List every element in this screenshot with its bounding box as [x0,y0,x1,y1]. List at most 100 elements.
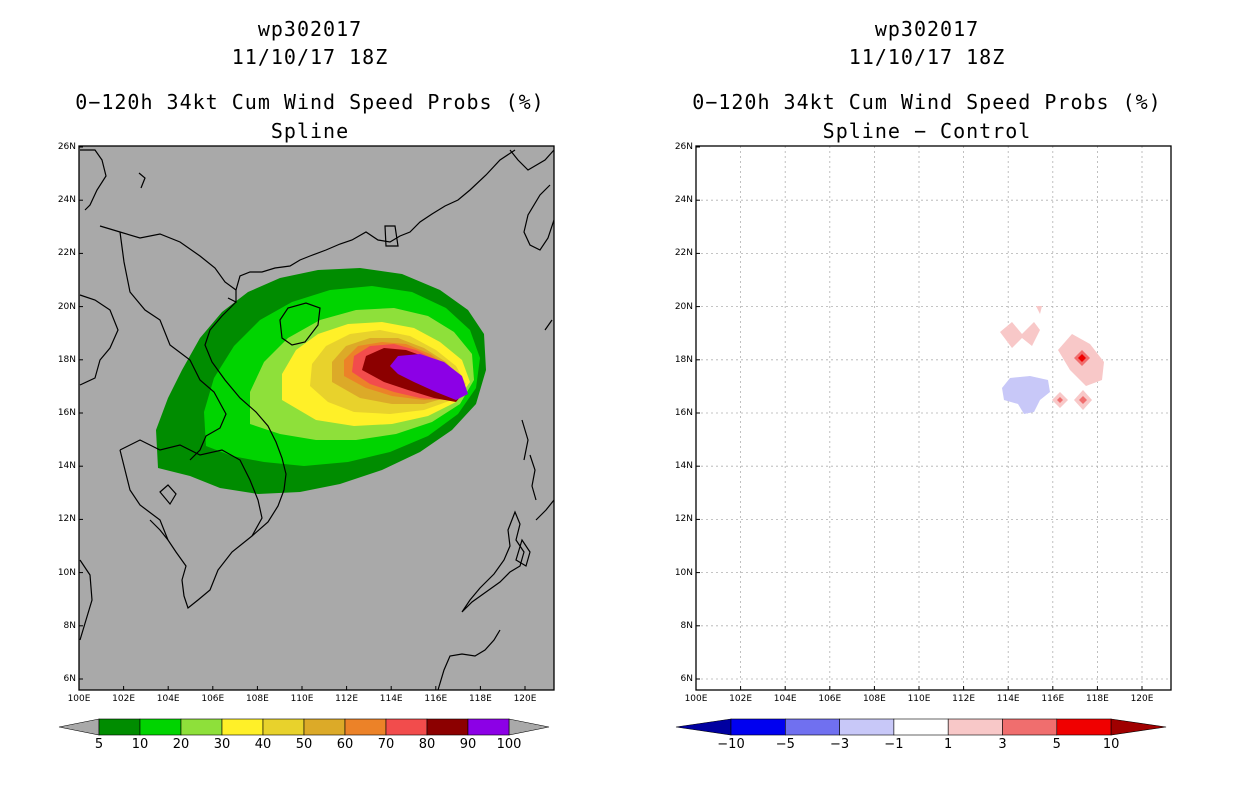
left-lon-label: 120E [513,694,537,704]
right-lat-label: 8N [680,620,693,631]
colorbar-box [262,718,305,736]
left-colorbar-label: 30 [213,737,231,752]
left-colorbar-label: 60 [336,737,354,752]
colorbar-box [893,718,949,736]
left-datetime: 11/10/17 18Z [231,45,389,69]
colorbar-box [385,718,428,736]
right-difference-field [1000,306,1104,414]
right-lon-label: 106E [818,694,842,704]
right-datetime: 11/10/17 18Z [848,45,1006,69]
left-lat-label: 20N [57,301,76,312]
left-storm-id: wp302017 [257,17,363,41]
right-lon-label: 116E [1041,694,1065,704]
right-colorbar-label: 10 [1102,737,1120,752]
left-colorbar-label: 90 [459,737,477,752]
left-map-frame [78,145,555,691]
right-colorbar [675,718,1167,736]
colorbar-box [730,718,786,736]
left-lon-label: 102E [112,694,136,704]
right-chart-title: 0−120h 34kt Cum Wind Speed Probs (%) [692,90,1162,114]
left-lon-label: 112E [335,694,359,704]
left-chart-title: 0−120h 34kt Cum Wind Speed Probs (%) [75,90,545,114]
right-map-frame [695,145,1172,691]
left-colorbar-label: 5 [94,737,104,752]
right-colorbar-label: −3 [830,737,850,752]
colorbar-box [139,718,182,736]
colorbar-end [508,718,550,736]
left-chart-subtitle: Spline [270,119,350,143]
right-lon-label: 114E [996,694,1020,704]
left-lat-label: 18N [57,354,76,365]
colorbar-box [784,718,840,736]
left-lat-label: 6N [63,674,76,684]
colorbar-box [1002,718,1058,736]
colorbar-box [839,718,895,736]
right-lat-label: 14N [674,461,693,472]
colorbar-box [98,718,141,736]
right-map-background [696,146,1171,690]
colorbar-box [467,718,510,736]
right-lon-label: 120E [1130,694,1154,704]
colorbar-box [344,718,387,736]
left-lon-label: 108E [245,694,269,704]
left-colorbar-label: 70 [377,737,395,752]
colorbar-box [947,718,1003,736]
right-colorbar-label: 5 [1052,737,1061,752]
left-lat-label: 10N [57,567,76,578]
right-lon-label: 112E [952,694,976,704]
right-lat-label: 24N [674,195,693,206]
colorbar-box [426,718,469,736]
left-lon-label: 118E [468,694,492,704]
right-map [695,145,1172,691]
right-lat-label: 6N [680,674,693,684]
left-colorbar [58,718,550,736]
left-lat-label: 12N [57,514,76,525]
left-colorbar-label: 20 [172,737,190,752]
right-colorbar-label: −5 [775,737,795,752]
right-lat-label: 26N [674,142,693,152]
right-lon-label: 118E [1085,694,1109,704]
left-lat-label: 16N [57,408,76,418]
right-lat-label: 16N [674,408,693,418]
right-lat-label: 20N [674,301,693,312]
colorbar-box [221,718,264,736]
right-gridlines [696,146,1171,690]
left-colorbar-label: 40 [254,737,272,752]
right-colorbar-label: −1 [884,737,904,752]
left-colorbar-label: 50 [295,737,313,752]
colorbar-box [303,718,346,736]
left-lon-label: 100E [67,694,91,704]
colorbar-box [1056,718,1112,736]
left-lat-label: 22N [57,248,76,259]
left-colorbar-label: 80 [418,737,436,752]
right-lon-label: 108E [862,694,886,704]
left-lat-label: 8N [63,620,76,631]
colorbar-end [1110,718,1167,736]
left-colorbar-label: 10 [131,737,149,752]
right-lat-label: 12N [674,514,693,525]
left-lon-label: 116E [424,694,448,704]
left-map [78,145,555,691]
right-lon-label: 104E [773,694,797,704]
left-lon-label: 114E [379,694,403,704]
right-lat-label: 18N [674,354,693,365]
left-lat-label: 26N [57,142,76,152]
right-colorbar-label: −10 [717,737,745,752]
right-storm-id: wp302017 [874,17,980,41]
right-lat-label: 22N [674,248,693,259]
left-lon-label: 110E [290,694,314,704]
left-lon-label: 104E [156,694,180,704]
left-lat-label: 14N [57,461,76,472]
right-colorbar-label: 3 [998,737,1007,752]
right-chart-subtitle: Spline − Control [822,119,1032,143]
left-lon-label: 106E [201,694,225,704]
right-lon-label: 100E [684,694,708,704]
right-lon-label: 102E [729,694,753,704]
colorbar-end [675,718,732,736]
right-lon-label: 110E [907,694,931,704]
colorbar-end [58,718,100,736]
colorbar-box [180,718,223,736]
left-lat-label: 24N [57,195,76,206]
right-lat-label: 10N [674,567,693,578]
